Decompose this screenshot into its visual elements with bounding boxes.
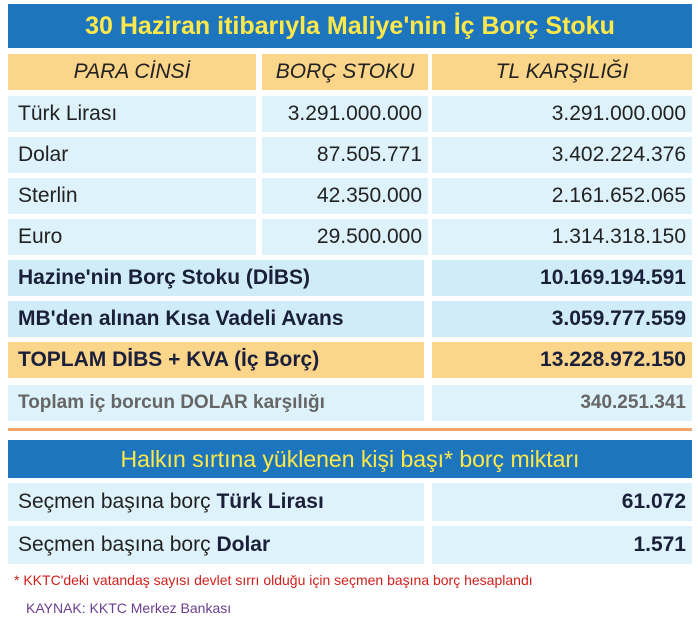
per-person-tl-prefix: Seçmen başına borç <box>18 490 217 513</box>
hazine-row: Hazine'nin Borç Stoku (DİBS) 10.169.194.… <box>8 260 692 296</box>
toplam-row: TOPLAM DİBS + KVA (İç Borç) 13.228.972.1… <box>8 342 692 378</box>
mb-value: 3.059.777.559 <box>432 301 692 337</box>
currency-stock: 29.500.000 <box>262 219 428 255</box>
mb-label: MB'den alınan Kısa Vadeli Avans <box>8 301 424 337</box>
currency-stock: 87.505.771 <box>262 137 428 173</box>
header-tl-equivalent: TL KARŞILIĞI <box>432 54 692 90</box>
per-person-usd-prefix: Seçmen başına borç <box>18 533 217 556</box>
per-person-tl-row: Seçmen başına borç Türk Lirası 61.072 <box>8 483 692 521</box>
hazine-label: Hazine'nin Borç Stoku (DİBS) <box>8 260 424 296</box>
per-person-usd-value: 1.571 <box>432 526 692 564</box>
mb-row: MB'den alınan Kısa Vadeli Avans 3.059.77… <box>8 301 692 337</box>
per-person-usd-currency: Dolar <box>216 533 271 556</box>
table-row: Euro 29.500.000 1.314.318.150 <box>8 219 692 255</box>
page-title: 30 Haziran itibarıyla Maliye'nin İç Borç… <box>8 4 692 48</box>
toplam-label: TOPLAM DİBS + KVA (İç Borç) <box>8 342 424 378</box>
header-debt-stock: BORÇ STOKU <box>262 54 428 90</box>
footnote: * KKTC'deki vatandaş sayısı devlet sırrı… <box>14 572 533 588</box>
table-row: Türk Lirası 3.291.000.000 3.291.000.000 <box>8 96 692 132</box>
currency-stock: 3.291.000.000 <box>262 96 428 132</box>
currency-name: Türk Lirası <box>8 96 256 132</box>
header-currency: PARA CİNSİ <box>8 54 256 90</box>
hazine-value: 10.169.194.591 <box>432 260 692 296</box>
currency-tl: 2.161.652.065 <box>432 178 692 214</box>
currency-tl: 3.402.224.376 <box>432 137 692 173</box>
toplam-value: 13.228.972.150 <box>432 342 692 378</box>
per-person-tl-value: 61.072 <box>432 483 692 521</box>
table-row: Dolar 87.505.771 3.402.224.376 <box>8 137 692 173</box>
per-person-tl-currency: Türk Lirası <box>216 490 324 513</box>
dolar-row: Toplam iç borcun DOLAR karşılığı 340.251… <box>8 385 692 421</box>
currency-name: Sterlin <box>8 178 256 214</box>
per-person-title: Halkın sırtına yüklenen kişi başı* borç … <box>8 440 692 478</box>
source-note: KAYNAK: KKTC Merkez Bankası <box>26 600 232 616</box>
currency-stock: 42.350.000 <box>262 178 428 214</box>
table-row: Sterlin 42.350.000 2.161.652.065 <box>8 178 692 214</box>
currency-name: Dolar <box>8 137 256 173</box>
per-person-tl-label: Seçmen başına borç Türk Lirası <box>8 483 424 521</box>
currency-tl: 1.314.318.150 <box>432 219 692 255</box>
currency-name: Euro <box>8 219 256 255</box>
per-person-usd-label: Seçmen başına borç Dolar <box>8 526 424 564</box>
currency-tl: 3.291.000.000 <box>432 96 692 132</box>
per-person-usd-row: Seçmen başına borç Dolar 1.571 <box>8 526 692 564</box>
dolar-value: 340.251.341 <box>432 385 692 421</box>
section-divider <box>8 428 692 431</box>
dolar-label: Toplam iç borcun DOLAR karşılığı <box>8 385 424 421</box>
